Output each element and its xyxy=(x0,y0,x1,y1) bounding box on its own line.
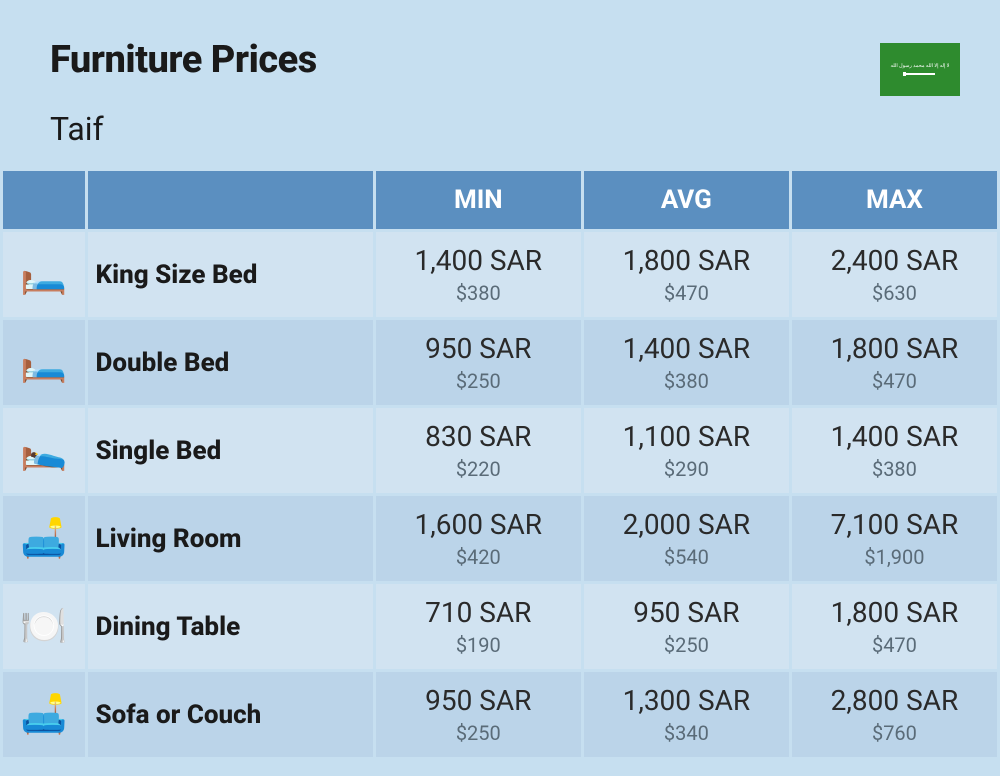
furniture-name: Sofa or Couch xyxy=(88,672,373,757)
table-row: 🛋️ Sofa or Couch 950 SAR $250 1,300 SAR … xyxy=(3,672,997,757)
price-sar: 950 SAR xyxy=(584,596,789,629)
table-row: 🛌 Single Bed 830 SAR $220 1,100 SAR $290… xyxy=(3,408,997,493)
price-usd: $630 xyxy=(792,281,997,305)
price-sar: 710 SAR xyxy=(376,596,581,629)
price-usd: $1,900 xyxy=(792,545,997,569)
price-usd: $190 xyxy=(376,633,581,657)
price-usd: $220 xyxy=(376,457,581,481)
price-sar: 2,000 SAR xyxy=(584,508,789,541)
page-header: Furniture Prices Taif لا إله إلا الله مح… xyxy=(0,0,1000,168)
price-sar: 950 SAR xyxy=(376,684,581,717)
price-avg: 950 SAR $250 xyxy=(584,584,789,669)
price-usd: $420 xyxy=(376,545,581,569)
furniture-name: Dining Table xyxy=(88,584,373,669)
price-max: 2,400 SAR $630 xyxy=(792,232,997,317)
price-sar: 1,600 SAR xyxy=(376,508,581,541)
price-usd: $380 xyxy=(376,281,581,305)
price-avg: 1,100 SAR $290 xyxy=(584,408,789,493)
page-title: Furniture Prices xyxy=(50,38,317,82)
price-min: 710 SAR $190 xyxy=(376,584,581,669)
price-sar: 1,400 SAR xyxy=(584,332,789,365)
price-usd: $540 xyxy=(584,545,789,569)
price-max: 1,800 SAR $470 xyxy=(792,584,997,669)
price-min: 950 SAR $250 xyxy=(376,320,581,405)
price-min: 1,400 SAR $380 xyxy=(376,232,581,317)
price-usd: $470 xyxy=(584,281,789,305)
furniture-icon: 🛋️ xyxy=(3,672,85,757)
price-avg: 1,300 SAR $340 xyxy=(584,672,789,757)
col-header-icon xyxy=(3,171,85,229)
price-usd: $760 xyxy=(792,721,997,745)
price-sar: 2,800 SAR xyxy=(792,684,997,717)
price-usd: $380 xyxy=(584,369,789,393)
price-avg: 2,000 SAR $540 xyxy=(584,496,789,581)
price-min: 830 SAR $220 xyxy=(376,408,581,493)
price-usd: $470 xyxy=(792,633,997,657)
col-header-max: MAX xyxy=(792,171,997,229)
table-header-row: MIN AVG MAX xyxy=(3,171,997,229)
country-flag-icon: لا إله إلا الله محمد رسول الله xyxy=(880,43,960,96)
price-sar: 1,800 SAR xyxy=(792,596,997,629)
table-row: 🛋️ Living Room 1,600 SAR $420 2,000 SAR … xyxy=(3,496,997,581)
furniture-name: King Size Bed xyxy=(88,232,373,317)
col-header-name xyxy=(88,171,373,229)
header-titles: Furniture Prices Taif xyxy=(50,38,317,148)
price-usd: $380 xyxy=(792,457,997,481)
price-max: 2,800 SAR $760 xyxy=(792,672,997,757)
furniture-icon: 🍽️ xyxy=(3,584,85,669)
page-subtitle: Taif xyxy=(50,110,317,148)
price-sar: 1,800 SAR xyxy=(792,332,997,365)
furniture-icon: 🛏️ xyxy=(3,320,85,405)
col-header-min: MIN xyxy=(376,171,581,229)
price-sar: 950 SAR xyxy=(376,332,581,365)
price-usd: $290 xyxy=(584,457,789,481)
furniture-name: Living Room xyxy=(88,496,373,581)
furniture-name: Single Bed xyxy=(88,408,373,493)
price-avg: 1,400 SAR $380 xyxy=(584,320,789,405)
svg-text:لا إله إلا الله محمد رسول الله: لا إله إلا الله محمد رسول الله xyxy=(891,63,950,69)
price-sar: 830 SAR xyxy=(376,420,581,453)
price-max: 1,800 SAR $470 xyxy=(792,320,997,405)
price-sar: 7,100 SAR xyxy=(792,508,997,541)
price-min: 950 SAR $250 xyxy=(376,672,581,757)
furniture-icon: 🛏️ xyxy=(3,232,85,317)
price-sar: 1,400 SAR xyxy=(376,244,581,277)
price-max: 1,400 SAR $380 xyxy=(792,408,997,493)
price-sar: 1,300 SAR xyxy=(584,684,789,717)
price-usd: $250 xyxy=(376,721,581,745)
table-row: 🛏️ Double Bed 950 SAR $250 1,400 SAR $38… xyxy=(3,320,997,405)
price-usd: $250 xyxy=(584,633,789,657)
furniture-name: Double Bed xyxy=(88,320,373,405)
price-usd: $250 xyxy=(376,369,581,393)
price-sar: 1,400 SAR xyxy=(792,420,997,453)
price-sar: 1,100 SAR xyxy=(584,420,789,453)
price-max: 7,100 SAR $1,900 xyxy=(792,496,997,581)
price-avg: 1,800 SAR $470 xyxy=(584,232,789,317)
col-header-avg: AVG xyxy=(584,171,789,229)
price-usd: $340 xyxy=(584,721,789,745)
table-row: 🛏️ King Size Bed 1,400 SAR $380 1,800 SA… xyxy=(3,232,997,317)
table-row: 🍽️ Dining Table 710 SAR $190 950 SAR $25… xyxy=(3,584,997,669)
price-sar: 1,800 SAR xyxy=(584,244,789,277)
furniture-icon: 🛋️ xyxy=(3,496,85,581)
price-usd: $470 xyxy=(792,369,997,393)
price-sar: 2,400 SAR xyxy=(792,244,997,277)
furniture-icon: 🛌 xyxy=(3,408,85,493)
price-table: MIN AVG MAX 🛏️ King Size Bed 1,400 SAR $… xyxy=(0,168,1000,760)
price-min: 1,600 SAR $420 xyxy=(376,496,581,581)
